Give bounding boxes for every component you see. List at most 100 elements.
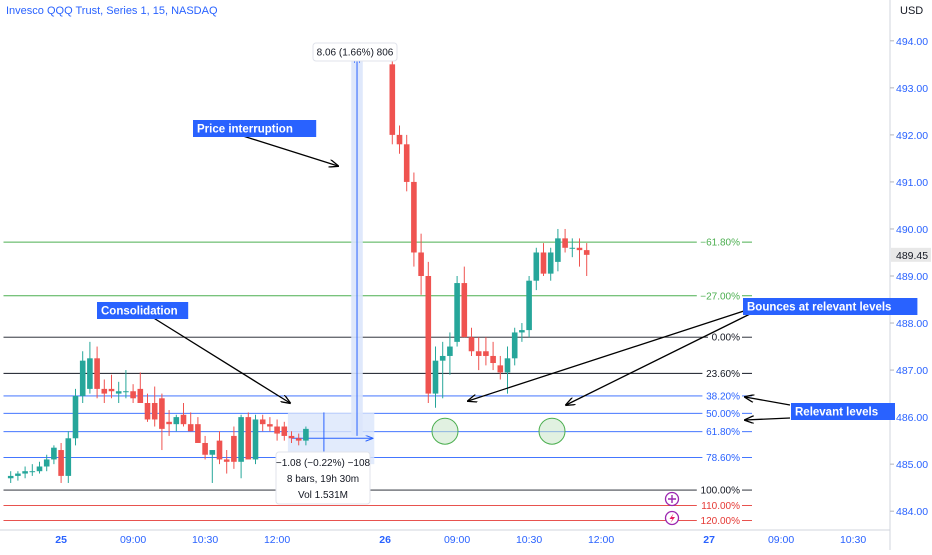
fib-label-backdrop bbox=[696, 499, 742, 512]
fib-level-label: 100.00% bbox=[701, 486, 741, 497]
candle-body bbox=[223, 459, 230, 462]
candle-body bbox=[526, 280, 532, 331]
fib-level-label: 110.00% bbox=[701, 501, 740, 512]
candle-body bbox=[51, 447, 57, 460]
candle bbox=[173, 414, 180, 432]
candle bbox=[389, 54, 396, 145]
annotation-label-bg bbox=[791, 403, 895, 420]
x-tick-label: 09:00 bbox=[444, 534, 470, 546]
candle bbox=[151, 386, 158, 427]
x-tick-label: 10:30 bbox=[192, 534, 218, 546]
candle bbox=[166, 410, 172, 436]
candle bbox=[144, 393, 151, 422]
x-tick-label: 27 bbox=[703, 534, 715, 546]
candle bbox=[130, 384, 136, 403]
candle-body bbox=[281, 426, 288, 436]
candle bbox=[15, 471, 21, 481]
candle bbox=[540, 243, 547, 276]
y-tick-label: 490.00 bbox=[896, 224, 928, 236]
y-tick-label: 484.00 bbox=[896, 506, 928, 518]
candle-body bbox=[540, 252, 547, 274]
candle-body bbox=[555, 238, 561, 262]
x-tick-label: 12:00 bbox=[588, 534, 614, 546]
candle-body bbox=[144, 403, 151, 420]
candle-body bbox=[396, 134, 403, 145]
candle-body bbox=[22, 471, 28, 474]
candle bbox=[108, 374, 115, 399]
candle-body bbox=[65, 438, 72, 476]
candle-body bbox=[389, 64, 396, 135]
candle bbox=[547, 247, 554, 281]
fib-level-label: 50.00% bbox=[706, 409, 740, 420]
candle-body bbox=[187, 424, 194, 432]
candle-body bbox=[137, 388, 144, 403]
annotation-arrow bbox=[468, 308, 751, 401]
candle-body bbox=[461, 283, 468, 338]
measure-range-label-change: −1.08 (−0.22%) −108 bbox=[276, 458, 371, 469]
measure-up-label-bg bbox=[312, 42, 398, 62]
measure-up-label: 8.06 (1.66%) 806 bbox=[317, 48, 394, 59]
x-tick-label: 10:30 bbox=[840, 534, 866, 546]
fib-label-backdrop bbox=[696, 484, 742, 497]
lightning-event-icon-glyph bbox=[669, 513, 675, 523]
candle bbox=[195, 417, 201, 443]
candle-body bbox=[115, 391, 122, 394]
candle bbox=[281, 421, 288, 441]
fib-level-label: 23.60% bbox=[706, 369, 740, 380]
candle bbox=[396, 125, 403, 154]
candle bbox=[36, 461, 43, 474]
currency-label[interactable]: USD bbox=[900, 5, 924, 17]
measure-range-label-bg bbox=[275, 451, 371, 505]
lightning-event-icon[interactable] bbox=[664, 510, 680, 526]
candle bbox=[87, 341, 93, 394]
fib-level-label: 61.80% bbox=[706, 427, 740, 438]
candle bbox=[490, 341, 496, 371]
candle-body bbox=[439, 355, 446, 361]
candle-body bbox=[569, 247, 576, 249]
candle bbox=[274, 419, 280, 441]
candle bbox=[432, 346, 439, 408]
candle-body bbox=[425, 276, 432, 394]
candle bbox=[79, 351, 86, 403]
candle-body bbox=[411, 181, 417, 253]
plus-event-icon-glyph bbox=[668, 495, 676, 503]
candle bbox=[252, 414, 259, 465]
candle bbox=[267, 417, 273, 432]
fib-level-label: 78.60% bbox=[706, 453, 740, 464]
chart-title: Invesco QQQ Trust, Series 1, 15, NASDAQ bbox=[6, 5, 218, 17]
plus-event-icon[interactable] bbox=[664, 491, 680, 507]
candle bbox=[447, 332, 453, 375]
annotation-arrow bbox=[242, 135, 338, 166]
candle-body bbox=[15, 473, 21, 476]
candle-body bbox=[159, 398, 165, 429]
candle bbox=[526, 276, 532, 338]
candle-body bbox=[108, 388, 115, 392]
x-tick-label: 09:00 bbox=[120, 534, 146, 546]
candle-body bbox=[519, 330, 525, 333]
annotation-label: Bounces at relevant levels bbox=[747, 302, 891, 314]
x-tick-label: 12:00 bbox=[264, 534, 290, 546]
candle-body bbox=[295, 438, 302, 441]
bounce-circle bbox=[431, 417, 459, 445]
candle-body bbox=[497, 365, 504, 373]
candle-body bbox=[180, 414, 187, 425]
annotation-label-bg bbox=[193, 120, 317, 137]
y-tick-label: 492.00 bbox=[896, 130, 928, 142]
candle-body bbox=[130, 391, 136, 399]
candle-body bbox=[475, 351, 482, 356]
candle-body bbox=[432, 360, 439, 394]
candle-body bbox=[245, 417, 252, 460]
candle-body bbox=[583, 250, 590, 255]
candle bbox=[202, 435, 208, 460]
candle-body bbox=[576, 247, 583, 251]
candle-body bbox=[173, 417, 180, 425]
candle bbox=[187, 412, 194, 432]
measure-range-label-bars: 8 bars, 19h 30m bbox=[287, 474, 359, 485]
fib-label-backdrop bbox=[702, 451, 742, 464]
candle bbox=[475, 337, 482, 371]
candle bbox=[461, 266, 468, 338]
candle-body bbox=[87, 358, 93, 389]
candle bbox=[425, 261, 432, 403]
